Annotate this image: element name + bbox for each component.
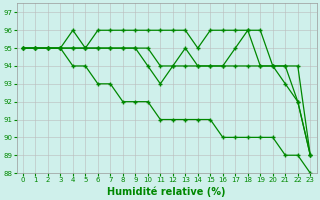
X-axis label: Humidité relative (%): Humidité relative (%) <box>107 186 226 197</box>
